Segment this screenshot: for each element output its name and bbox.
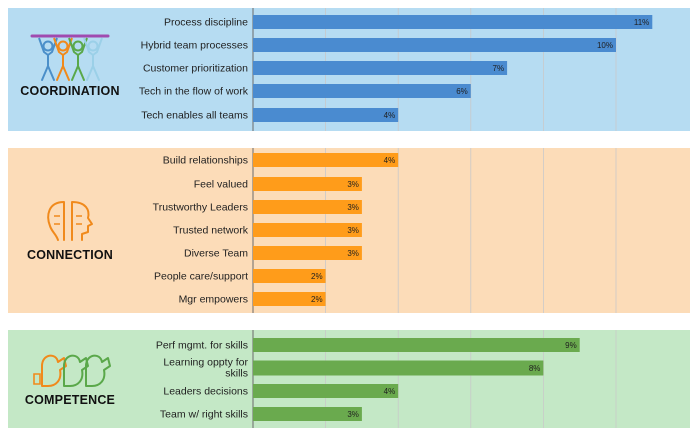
- value-label: 4%: [384, 387, 396, 396]
- category-label: Perf mgmt. for skills: [156, 340, 248, 352]
- value-label: 2%: [311, 272, 323, 281]
- category-label: Tech in the flow of work: [139, 86, 249, 98]
- value-label: 3%: [347, 249, 359, 258]
- value-label: 3%: [347, 203, 359, 212]
- bar: [253, 384, 399, 398]
- bar: [253, 84, 471, 98]
- team-lifting-icon: [30, 34, 110, 81]
- category-label: Feel valued: [194, 179, 248, 191]
- bar: [253, 292, 326, 306]
- value-label: 8%: [529, 364, 541, 373]
- bar: [253, 177, 362, 191]
- value-label: 10%: [597, 41, 613, 50]
- value-label: 4%: [384, 156, 396, 165]
- value-label: 7%: [493, 64, 505, 73]
- value-label: 2%: [311, 295, 323, 304]
- category-label: Build relationships: [163, 155, 248, 167]
- value-label: 4%: [384, 111, 396, 120]
- value-label: 3%: [347, 180, 359, 189]
- bar: [253, 15, 653, 29]
- bar: [253, 108, 399, 122]
- bar: [253, 407, 362, 421]
- category-label: Hybrid team processes: [141, 40, 248, 52]
- bar: [253, 338, 580, 352]
- bar: [253, 38, 616, 52]
- two-faces-icon: [47, 201, 93, 241]
- bar: [253, 246, 362, 260]
- category-label: Trustworthy Leaders: [153, 202, 248, 214]
- section-title: CONNECTION: [27, 248, 113, 262]
- coordination-section: 11% Process discipline 10% Hybrid team proc…: [8, 8, 690, 131]
- bar: [253, 153, 399, 167]
- value-label: 3%: [347, 410, 359, 419]
- value-label: 3%: [347, 226, 359, 235]
- category-label: Team w/ right skills: [160, 409, 248, 421]
- bar: [253, 61, 508, 75]
- section-title: COMPETENCE: [25, 393, 115, 407]
- value-label: 6%: [456, 87, 468, 96]
- category-label: Learning oppty for skills: [163, 357, 248, 380]
- bar: [253, 223, 362, 237]
- flexing-arms-icon: [33, 354, 111, 387]
- category-label: Mgr empowers: [179, 294, 248, 306]
- category-label: Diverse Team: [184, 248, 248, 260]
- bar: [253, 360, 544, 376]
- category-label: Tech enables all teams: [141, 110, 248, 122]
- value-label: 9%: [565, 341, 577, 350]
- competence-section: 9% Perf mgmt. for skills 8% Learning oppty …: [8, 330, 690, 428]
- bar: [253, 200, 362, 214]
- category-label: People care/support: [154, 271, 248, 283]
- category-label: Process discipline: [164, 17, 248, 29]
- category-label: Customer prioritization: [143, 63, 248, 75]
- connection-section: 4% Build relationships 3% Feel valued 3% Trus…: [8, 148, 690, 313]
- bar: [253, 269, 326, 283]
- section-title: COORDINATION: [20, 84, 119, 98]
- category-label: Leaders decisions: [163, 386, 248, 398]
- value-label: 11%: [634, 18, 649, 27]
- category-label: Trusted network: [173, 225, 249, 237]
